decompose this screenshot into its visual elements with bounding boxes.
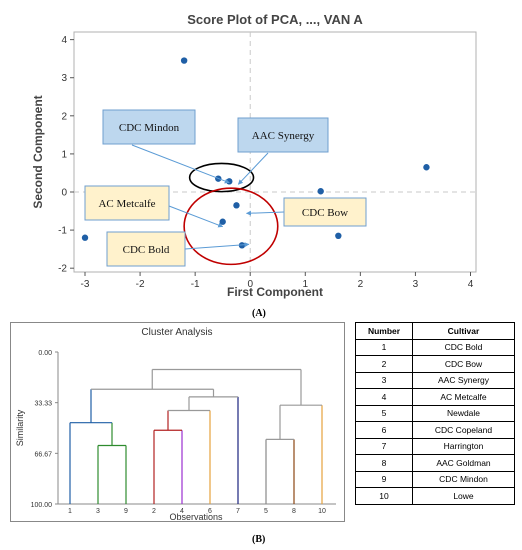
observation-label: 7	[236, 508, 240, 515]
x-tick-label: 1	[303, 279, 309, 290]
x-tick-label: 2	[358, 279, 364, 290]
observation-label: 3	[96, 508, 100, 515]
similarity-tick-label: 66.67	[34, 451, 52, 458]
table-row: 9 CDC Mindon	[355, 470, 515, 488]
table-row: 6 CDC Copeland	[355, 421, 515, 439]
score-point	[233, 202, 240, 209]
y-tick-label: 4	[61, 35, 67, 46]
callout-label: AC Metcalfe	[98, 198, 155, 210]
y-tick-label: -2	[58, 264, 67, 275]
table-row: 2 CDC Bow	[355, 355, 515, 373]
callout-box	[106, 231, 186, 267]
callout-box	[102, 109, 196, 145]
pca-score-plot: -3 -2 -1 0 1 2 3 4 -2 -1 0 1 2 3 4 Score Plot of PCA, .…	[30, 6, 486, 306]
x-tick-label: -3	[81, 279, 90, 290]
callout-label: CDC Bold	[123, 244, 170, 256]
cultivar-table: Number Cultivar 1 CDC Bold 2 CDC Bow 3 AAC Sy…	[355, 322, 515, 505]
cultivar-number-cell: 1	[355, 338, 413, 356]
table-row: 7 Harrington	[355, 437, 515, 455]
callout-label: CDC Mindon	[119, 122, 180, 134]
table-row: 10 Lowe	[355, 487, 515, 505]
column-header-number: Number	[355, 322, 413, 340]
callout-label: CDC Bow	[302, 207, 348, 219]
x-tick-label: 3	[413, 279, 419, 290]
column-header-cultivar: Cultivar	[412, 322, 515, 340]
cultivar-number-cell: 2	[355, 355, 413, 373]
cultivar-number-cell: 8	[355, 454, 413, 472]
cultivar-number-cell: 9	[355, 470, 413, 488]
score-point	[180, 57, 188, 64]
y-tick-label: 1	[61, 149, 67, 160]
y-tick-label: 2	[61, 111, 67, 122]
cultivar-number-cell: 3	[355, 371, 413, 389]
callout-arrow	[131, 144, 230, 184]
table-row: 5 Newdale	[355, 404, 515, 422]
cultivar-number-cell: 6	[355, 421, 413, 439]
cultivar-name-cell: CDC Copeland	[412, 421, 515, 439]
x-axis-title: First Component	[227, 285, 323, 299]
cultivar-name-cell: AC Metcalfe	[412, 388, 515, 406]
table-row: 8 AAC Goldman	[355, 454, 515, 472]
y-tick-label: -1	[58, 226, 67, 237]
x-tick-label: 4	[468, 279, 474, 290]
dendrogram-title: Cluster Analysis	[141, 327, 212, 338]
cultivar-name-cell: CDC Mindon	[412, 470, 515, 488]
y-tick-label: 0	[61, 188, 67, 199]
observation-label: 2	[152, 508, 156, 515]
observation-label: 1	[68, 508, 72, 515]
score-point	[423, 164, 430, 171]
cultivar-name-cell: AAC Synergy	[412, 371, 515, 389]
similarity-tick-label: 0.00	[38, 350, 52, 357]
observation-label: 9	[124, 508, 128, 515]
cultivar-name-cell: Lowe	[412, 487, 515, 505]
callout-arrow	[168, 205, 224, 228]
similarity-tick-label: 100.00	[31, 502, 53, 509]
pca-title: Score Plot of PCA, ..., VAN A	[187, 12, 363, 27]
callout-box	[237, 117, 329, 153]
score-point	[317, 188, 324, 195]
x-tick-label: -1	[191, 279, 200, 290]
observation-label: 10	[318, 508, 326, 515]
observation-label: 5	[264, 508, 268, 515]
x-tick-label: -2	[136, 279, 145, 290]
cultivar-name-cell: Newdale	[412, 404, 515, 422]
grouping-ellipse	[183, 187, 279, 266]
table-row: 4 AC Metcalfe	[355, 388, 515, 406]
observation-label: 4	[180, 508, 184, 515]
cultivar-name-cell: Harrington	[412, 437, 515, 455]
callout-arrow	[237, 152, 269, 185]
cultivar-number-cell: 5	[355, 404, 413, 422]
table-row: 1 CDC Bold	[355, 338, 515, 356]
panel-label-a: (A)	[252, 308, 266, 319]
cultivar-name-cell: CDC Bow	[412, 355, 515, 373]
grouping-ellipse	[188, 162, 255, 193]
similarity-tick-label: 33.33	[34, 401, 52, 408]
cultivar-number-cell: 4	[355, 388, 413, 406]
cultivar-name-cell: AAC Goldman	[412, 454, 515, 472]
score-point	[219, 218, 226, 225]
cultivar-number-cell: 7	[355, 437, 413, 455]
panel-label-b: (B)	[252, 534, 266, 545]
dendrogram-x-title: Observations	[169, 512, 223, 522]
callout-box	[283, 197, 367, 227]
observation-label: 8	[292, 508, 296, 515]
score-point	[335, 232, 342, 240]
score-point	[81, 234, 89, 241]
cultivar-name-cell: CDC Bold	[412, 338, 515, 356]
y-axis-title: Second Component	[31, 95, 45, 208]
table-header-row: Number Cultivar	[355, 322, 515, 340]
table-row: 3 AAC Synergy	[355, 371, 515, 389]
callout-box	[84, 185, 170, 221]
cultivar-number-cell: 10	[355, 487, 413, 505]
callout-arrow	[184, 242, 250, 250]
callout-label: AAC Synergy	[252, 130, 315, 142]
observation-label: 6	[208, 508, 212, 515]
x-tick-label: 0	[247, 279, 253, 290]
cluster-analysis-dendrogram: Cluster Analysis 0.00 33.33 66.67 100.00 Simi…	[10, 322, 345, 522]
dendrogram-frame	[10, 322, 345, 522]
dendrogram-y-title: Similarity	[15, 409, 25, 446]
y-tick-label: 3	[61, 73, 67, 84]
callout-arrow	[245, 210, 285, 216]
